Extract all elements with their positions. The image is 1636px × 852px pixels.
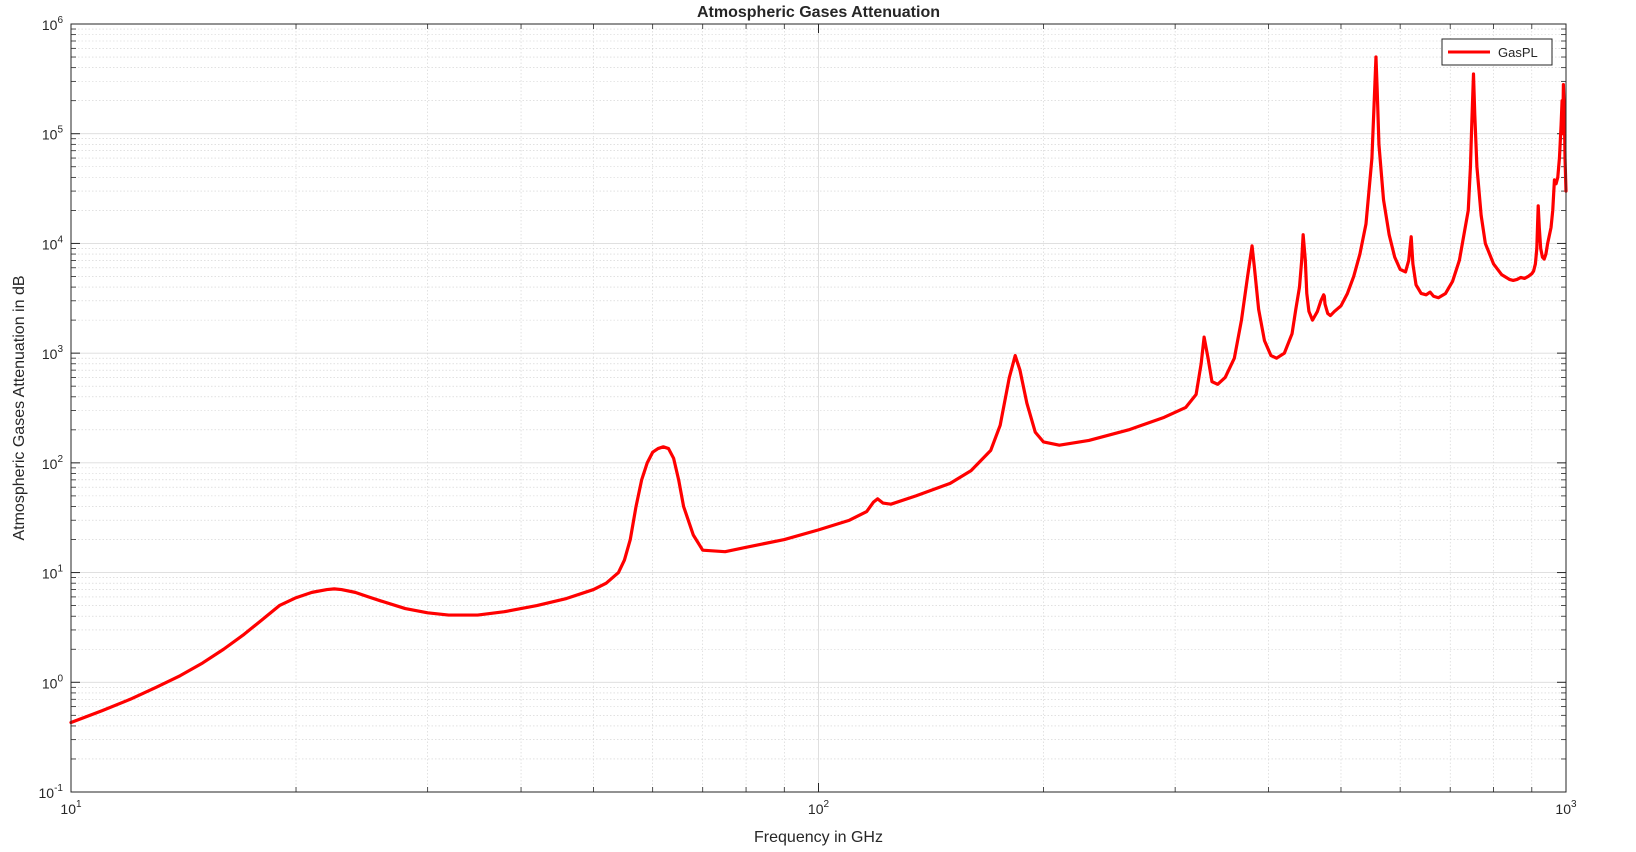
y-tick-label: 100 xyxy=(42,673,64,691)
plot-frame xyxy=(70,23,1567,793)
y-tick-label: 104 xyxy=(42,234,64,252)
y-tick-label: 101 xyxy=(42,564,64,582)
x-tick-label: 102 xyxy=(808,799,830,817)
y-tick-label: 106 xyxy=(42,15,64,33)
tick-labels: 101 102 103 10-1 100 101 102 103 104 105 106 xyxy=(39,15,1577,817)
y-tick-label: 103 xyxy=(42,344,64,362)
chart-title: Atmospheric Gases Attenuation xyxy=(697,4,940,21)
legend-entry-gaspl: GasPL xyxy=(1498,45,1538,60)
series-line-gaspl xyxy=(69,55,1568,725)
x-tick-label: 103 xyxy=(1555,799,1577,817)
minor-grid xyxy=(71,24,1566,792)
x-axis-label: Frequency in GHz xyxy=(754,829,883,846)
y-axis-label: Atmospheric Gases Attenuation in dB xyxy=(11,275,28,540)
series-layer xyxy=(69,55,1568,725)
y-tick-label: 105 xyxy=(42,125,64,143)
x-tick-label: 101 xyxy=(60,799,82,817)
y-tick-label: 102 xyxy=(42,454,64,472)
legend: GasPL xyxy=(1441,38,1553,66)
y-tick-label: 10-1 xyxy=(39,783,64,801)
